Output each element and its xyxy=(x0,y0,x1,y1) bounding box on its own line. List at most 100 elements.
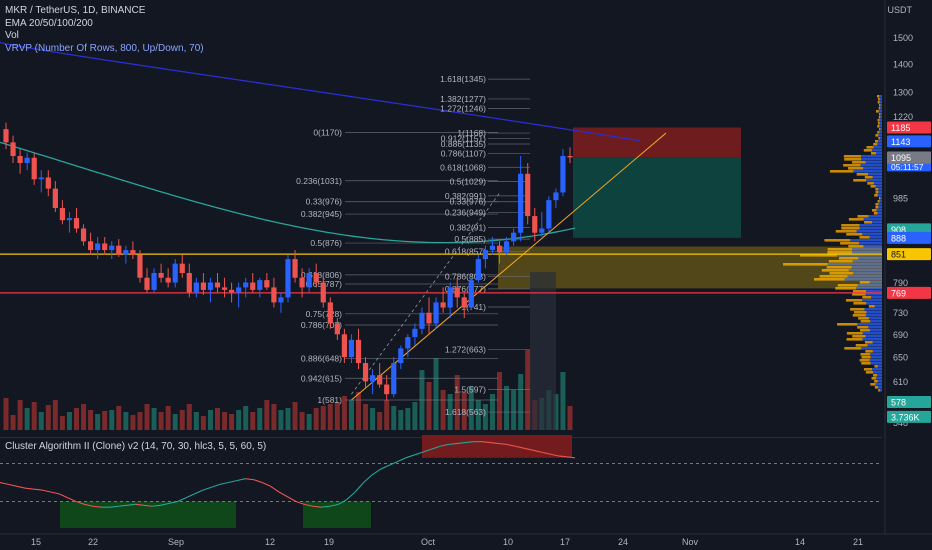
volume-profile-down-row xyxy=(848,218,864,221)
volume-profile-down-row xyxy=(867,182,874,185)
candle-body xyxy=(123,250,129,255)
volume-profile-up-row xyxy=(877,212,882,215)
oscillator-line-segment xyxy=(312,505,322,508)
fib-right-level-label: 0.618(857) xyxy=(445,246,486,256)
volume-profile-up-row xyxy=(878,206,882,209)
fib-right-level-label: 1.5(597) xyxy=(454,385,486,395)
candle-body xyxy=(419,312,425,329)
candle-body xyxy=(433,302,439,324)
oscillator-line-segment xyxy=(524,447,533,451)
volume-profile-down-row xyxy=(829,170,854,173)
candle-body xyxy=(398,348,404,364)
volume-bar xyxy=(109,410,115,430)
candle-body xyxy=(278,297,284,303)
volume-profile-up-row xyxy=(876,377,882,380)
oscillator-line-segment xyxy=(465,441,474,444)
volume-profile-down-row xyxy=(852,314,866,317)
volume-bar xyxy=(144,404,150,430)
fib-right-level-label: 1.618(563) xyxy=(445,407,486,417)
volume-profile-up-row xyxy=(856,287,882,290)
volume-profile-up-row xyxy=(866,311,882,314)
candle-body xyxy=(165,277,171,283)
candle-body xyxy=(539,228,545,233)
y-tick-label: 1300 xyxy=(893,88,913,98)
oscillator-line-segment xyxy=(75,500,85,505)
candle-body xyxy=(151,272,157,290)
candle-body xyxy=(412,328,418,338)
x-tick-label: Oct xyxy=(421,537,436,547)
volume-bar xyxy=(405,408,411,430)
volume-bar xyxy=(306,414,312,430)
oscillator-line-segment xyxy=(67,497,77,503)
fib-left-level-label: 0.942(615) xyxy=(301,373,342,383)
volume-profile-up-row xyxy=(880,197,882,200)
volume-profile-down-row xyxy=(875,203,879,206)
volume-profile-down-row xyxy=(846,338,863,341)
volume-profile-up-row xyxy=(869,329,882,332)
oscillator-line-segment xyxy=(354,482,365,493)
volume-profile-up-row xyxy=(879,119,882,122)
volume-profile-down-row xyxy=(875,188,879,191)
volume-indicator-label[interactable]: Vol xyxy=(5,30,19,41)
volume-profile-down-row xyxy=(870,185,876,188)
volume-profile-up-row xyxy=(871,296,882,299)
volume-bar xyxy=(74,408,79,430)
levels-layer xyxy=(0,132,882,401)
x-tick-label: 12 xyxy=(265,537,275,547)
oscillator-title[interactable]: Cluster Algorithm II (Clone) v2 (14, 70,… xyxy=(5,441,267,452)
candle-body xyxy=(362,363,369,382)
volume-profile-down-row xyxy=(859,359,870,362)
volume-profile-down-row xyxy=(821,269,849,272)
volume-profile-up-row xyxy=(874,305,882,308)
volume-bar xyxy=(313,408,319,430)
fib-right-level-label: 0.382(91) xyxy=(450,223,487,233)
ema-indicator-label[interactable]: EMA 20/50/100/200 xyxy=(5,17,93,29)
price-badge xyxy=(887,231,931,244)
volume-profile-up-row xyxy=(864,308,882,311)
volume-profile-up-row xyxy=(869,281,882,284)
candle-body xyxy=(200,282,206,290)
volume-bar xyxy=(17,400,23,430)
oscillator-line-segment xyxy=(414,451,423,456)
volume-bar xyxy=(475,400,481,430)
oscillator-line-segment xyxy=(261,481,271,487)
x-tick-label: 10 xyxy=(503,537,513,547)
volume-profile-up-row xyxy=(873,182,882,185)
volume-bar xyxy=(497,372,502,430)
fib-right-level-label: 1.272(663) xyxy=(445,345,486,355)
symbol-title[interactable]: MKR / TetherUS, 1D, BINANCE xyxy=(5,5,146,16)
volume-bar xyxy=(511,390,517,430)
volume-profile-up-row xyxy=(870,353,882,356)
x-tick-label: 19 xyxy=(324,537,334,547)
volume-bar xyxy=(391,406,397,430)
volume-bar xyxy=(179,410,185,430)
volume-profile-up-row xyxy=(871,149,882,152)
chart-legend: MKR / TetherUS, 1D, BINANCE EMA 20/50/10… xyxy=(5,5,204,55)
volume-profile-down-row xyxy=(864,221,873,224)
highlight-range xyxy=(530,272,556,430)
volume-profile-up-row xyxy=(861,158,882,161)
volume-bar xyxy=(320,406,326,430)
volume-profile-up-row xyxy=(847,275,882,278)
price-badge xyxy=(887,248,931,261)
vrvp-indicator-label[interactable]: VRVP (Number Of Rows, 800, Up/Down, 70) xyxy=(5,42,204,54)
price-badge-label: 851 xyxy=(891,250,906,260)
volume-profile-up-row xyxy=(879,98,882,101)
volume-profile-up-row xyxy=(857,284,882,287)
oscillator-line-segment xyxy=(126,503,136,506)
volume-profile-down-row xyxy=(860,320,871,323)
volume-profile-down-row xyxy=(862,296,872,299)
price-badge-label: 888 xyxy=(891,233,906,243)
oscillator-line-segment xyxy=(295,500,305,505)
oscillator-line-segment xyxy=(152,504,161,507)
volume-profile-down-row xyxy=(875,191,879,194)
volume-profile-down-row xyxy=(871,377,877,380)
volume-bar xyxy=(81,404,87,430)
candle-body xyxy=(440,302,446,308)
volume-profile-down-row xyxy=(827,248,853,251)
candle-body xyxy=(320,282,326,303)
volume-profile-down-row xyxy=(838,257,859,260)
volume-profile-up-row xyxy=(851,266,882,269)
candle-body xyxy=(186,272,192,293)
volume-profile-down-row xyxy=(853,290,867,293)
